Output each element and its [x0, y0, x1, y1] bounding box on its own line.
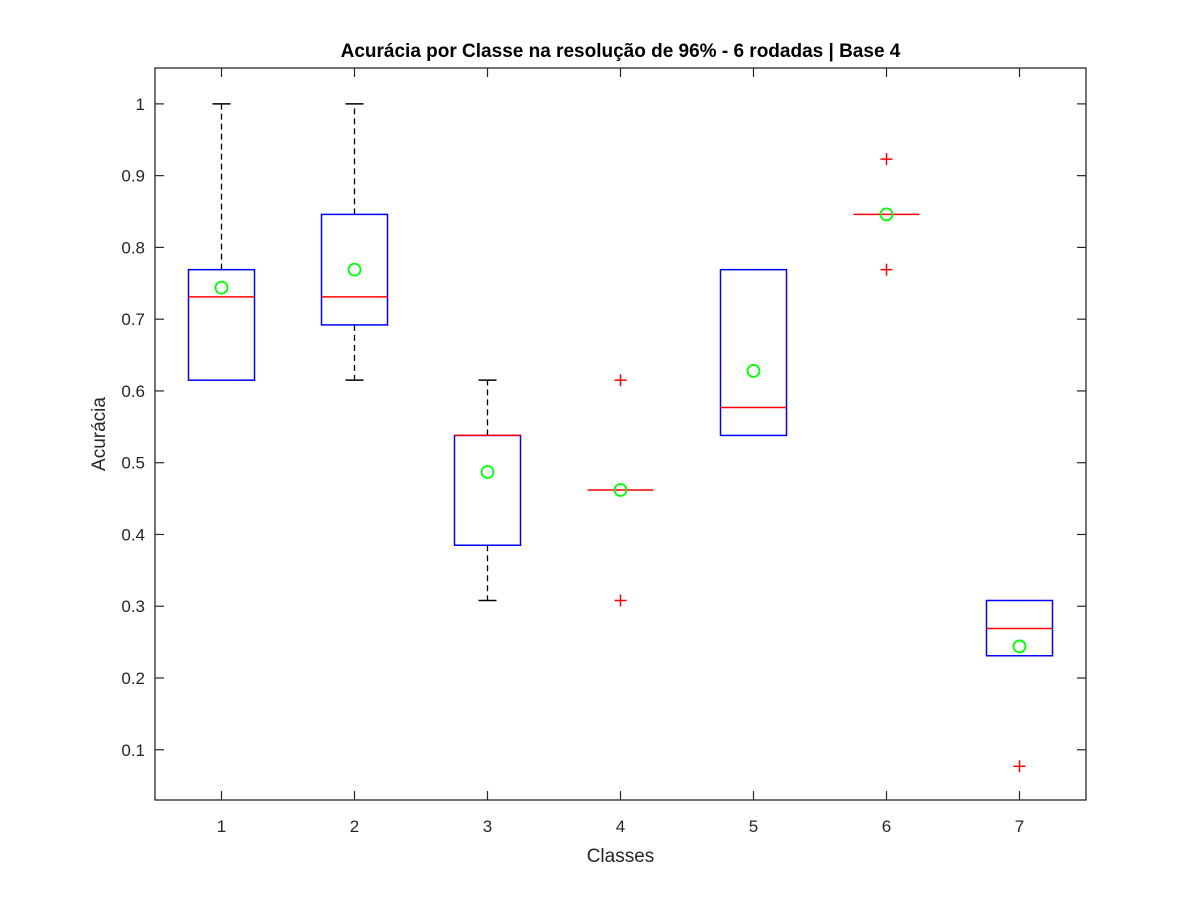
outlier-marker	[614, 374, 627, 387]
box-group-class-2	[320, 103, 389, 381]
x-tick-label: 3	[483, 817, 492, 836]
y-tick-label: 0.1	[121, 741, 145, 760]
box-group-class-6	[853, 153, 920, 276]
iqr-box	[320, 213, 389, 326]
y-tick-label: 0.4	[121, 525, 145, 544]
y-tick-label: 0.8	[121, 238, 145, 257]
plot-area	[155, 68, 1086, 800]
mean-marker	[214, 280, 229, 295]
y-tick-label: 0.6	[121, 382, 145, 401]
outlier-marker	[880, 263, 893, 276]
iqr-box	[187, 268, 256, 381]
x-axis-label: Classes	[587, 846, 655, 867]
x-tick-label: 5	[749, 817, 758, 836]
box-group-class-4	[587, 374, 654, 607]
box-group-class-1	[187, 103, 256, 381]
y-tick-label: 1	[136, 95, 145, 114]
x-tick-label: 4	[616, 817, 625, 836]
x-tick-label: 2	[350, 817, 359, 836]
iqr-box	[719, 268, 788, 437]
mean-marker	[879, 207, 894, 222]
mean-marker	[347, 262, 362, 277]
y-tick-label: 0.7	[121, 310, 145, 329]
y-tick-label: 0.2	[121, 669, 145, 688]
mean-marker	[480, 465, 495, 479]
y-tick-label: 0.5	[121, 454, 145, 473]
y-tick-label: 0.9	[121, 167, 145, 186]
chart-title: Acurácia por Classe na resolução de 96% …	[341, 41, 901, 62]
mean-marker	[1012, 639, 1027, 654]
outlier-marker	[880, 153, 893, 166]
x-tick-label: 1	[217, 817, 226, 836]
mean-marker	[613, 483, 628, 497]
outlier-marker	[1013, 760, 1026, 773]
x-tick-label: 7	[1015, 817, 1024, 836]
mean-marker	[746, 363, 761, 378]
box-group-class-7	[985, 599, 1054, 773]
x-tick-label: 6	[882, 817, 891, 836]
box-group-class-3	[453, 379, 522, 602]
y-tick-label: 0.3	[121, 597, 145, 616]
boxes-layer	[187, 103, 1054, 773]
y-axis-label: Acurácia	[89, 397, 110, 471]
box-group-class-5	[719, 268, 788, 437]
outlier-marker	[614, 594, 627, 607]
axes-layer: 1 2 3 4 5 6 7 0.1 0.2 0.3 0.4 0.5 0.6 0.7 0.8 0.9 1	[121, 67, 1087, 836]
